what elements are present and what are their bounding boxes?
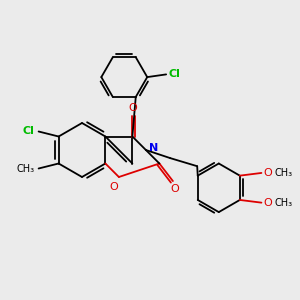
Text: Cl: Cl <box>168 69 180 80</box>
Text: CH₃: CH₃ <box>274 198 292 208</box>
Text: O: O <box>263 198 272 208</box>
Text: O: O <box>263 168 272 178</box>
Text: O: O <box>128 103 137 113</box>
Text: CH₃: CH₃ <box>274 168 292 178</box>
Text: N: N <box>149 143 158 153</box>
Text: O: O <box>110 182 118 192</box>
Text: Cl: Cl <box>23 125 34 136</box>
Text: O: O <box>170 184 179 194</box>
Text: CH₃: CH₃ <box>16 164 34 175</box>
